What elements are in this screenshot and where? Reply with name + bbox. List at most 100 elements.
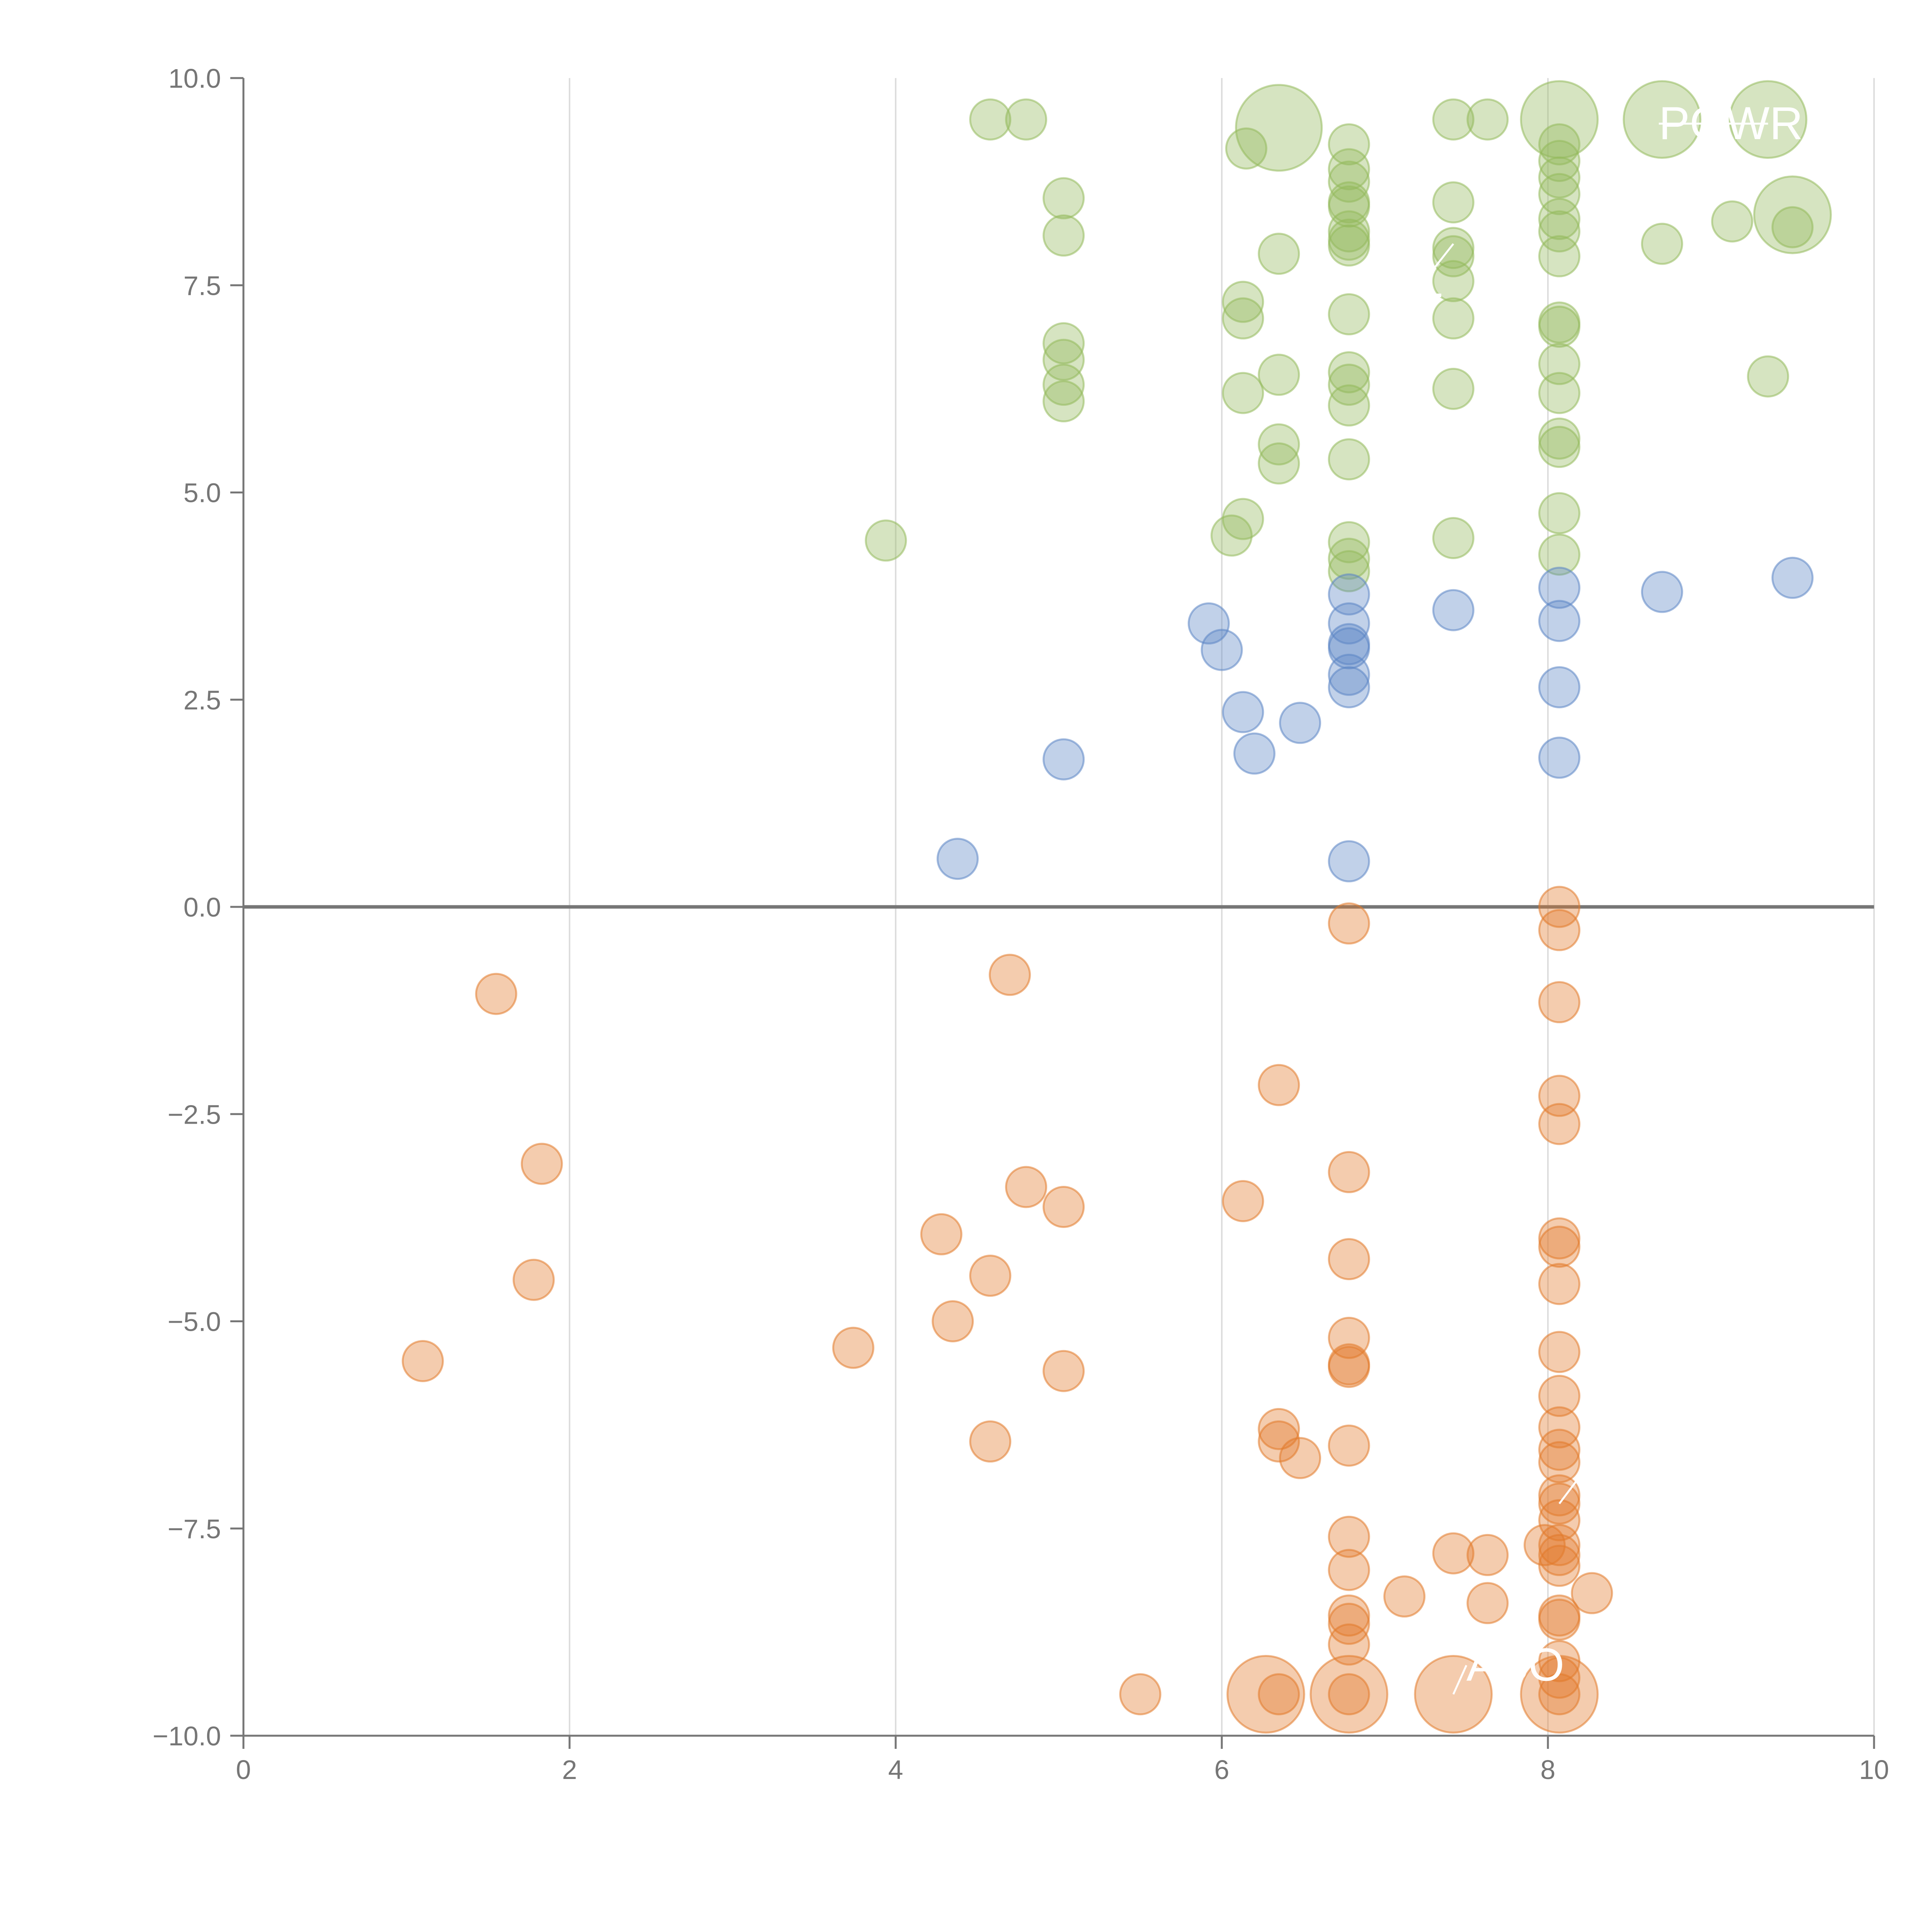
green-data-point (1432, 297, 1475, 340)
green-data-point (1328, 438, 1370, 481)
orange-data-point (1538, 1406, 1581, 1449)
green-data-point (1005, 98, 1048, 141)
green-data-point (1538, 343, 1581, 385)
orange-data-point (1258, 1673, 1300, 1716)
x-tick-label: 2 (562, 1755, 577, 1785)
orange-data-point (1258, 1408, 1300, 1450)
label-leader-line (1400, 243, 1454, 311)
orange-data-point (1432, 1532, 1475, 1575)
orange-data-point (1524, 1524, 1566, 1566)
orange-data-point (1571, 1572, 1613, 1614)
green-data-point (1258, 423, 1300, 466)
orange-data-point (969, 1255, 1012, 1297)
green-data-point (1043, 364, 1085, 406)
orange-data-point (1328, 1151, 1370, 1193)
green-data-point (1222, 372, 1264, 414)
green-data-point (1538, 210, 1581, 253)
orange-data-point (1279, 1437, 1321, 1479)
y-tick-label: 0.0 (184, 892, 221, 922)
green-data-point (1328, 537, 1370, 580)
green-data-point (1538, 173, 1581, 215)
green-data-point (1711, 200, 1753, 243)
orange-data-point (1222, 1180, 1264, 1222)
blue-data-point (1201, 629, 1243, 671)
orange-data-point (1258, 1064, 1300, 1106)
orange-data-point (1328, 1345, 1370, 1388)
orange-data-point (520, 1143, 563, 1185)
green-data-point (1432, 367, 1475, 410)
orange-data-point (1520, 1655, 1599, 1734)
green-data-point (1258, 233, 1300, 275)
x-tick-label: 6 (1214, 1755, 1230, 1785)
green-data-point (1328, 521, 1370, 563)
orange-data-point (512, 1259, 555, 1301)
green-data-point (1622, 80, 1702, 159)
green-data-point (1538, 123, 1581, 166)
y-tick-label: −5.0 (168, 1307, 221, 1337)
orange-data-point (932, 1300, 974, 1342)
orange-data-point (1538, 1656, 1581, 1699)
green-data-point (1432, 517, 1475, 559)
green-data-point (1328, 293, 1370, 335)
orange-data-point (988, 954, 1031, 996)
green-data-point (1328, 550, 1370, 592)
green-data-point (1538, 198, 1581, 240)
green-data-point (1538, 426, 1581, 468)
orange-data-point (1328, 902, 1370, 945)
y-tick-label: −10.0 (153, 1721, 221, 1751)
green-data-point (1432, 235, 1475, 277)
y-tick-label: 10.0 (168, 63, 221, 94)
orange-data-point (832, 1327, 874, 1369)
orange-data-point (1538, 1673, 1581, 1716)
green-data-point (1043, 214, 1085, 257)
green-data-point (1043, 338, 1085, 381)
axes: 0 2 4 6 8 10 10.0 7.5 5.0 2.5 0.0 −2.5 −5.0 −7.5 −10.0 (153, 63, 1889, 1785)
orange-data-point (1538, 1599, 1581, 1641)
green-data-point (1432, 181, 1475, 224)
green-data-point (1538, 140, 1581, 182)
green-data-point (1432, 98, 1475, 141)
orange-data-point (1466, 1582, 1509, 1624)
orange-data-point (401, 1340, 444, 1382)
y-tick-label: 7.5 (184, 270, 221, 301)
blue-data-point (1641, 571, 1683, 613)
x-tick-label: 10 (1859, 1755, 1889, 1785)
orange-data-point (1310, 1655, 1388, 1734)
point-label: A (1597, 1428, 1628, 1480)
orange-data-point (1328, 1549, 1370, 1591)
green-data-point (1747, 355, 1789, 398)
green-data-point (1728, 80, 1808, 159)
orange-data-point (1258, 1420, 1300, 1463)
green-data-point (1328, 148, 1370, 190)
orange-data-point (1328, 1424, 1370, 1467)
data-points (401, 80, 1832, 1734)
y-tick-label: 2.5 (184, 685, 221, 715)
label-leader-line (1558, 1453, 1598, 1504)
point-labels: POWR IT ASO A (1400, 97, 1803, 1695)
point-label: IT (1401, 284, 1442, 336)
y-tick-label: −2.5 (168, 1099, 221, 1129)
orange-data-point (1119, 1673, 1162, 1716)
orange-data-point (1538, 981, 1581, 1024)
green-data-point (1466, 98, 1509, 141)
green-data-point (1328, 384, 1370, 427)
orange-data-point (1328, 1515, 1370, 1558)
orange-data-point (1538, 1331, 1581, 1373)
orange-data-point (1538, 1441, 1581, 1483)
green-data-point (969, 98, 1012, 141)
x-tick-label: 4 (888, 1755, 903, 1785)
blue-data-point (1432, 589, 1475, 631)
blue-data-point (1328, 840, 1370, 883)
orange-data-point (1538, 1499, 1581, 1541)
green-data-point (1432, 260, 1475, 303)
y-tick-label: 5.0 (184, 478, 221, 508)
orange-data-point (1383, 1575, 1426, 1618)
blue-data-point (1538, 566, 1581, 609)
green-data-point (1258, 442, 1300, 485)
green-data-point (1538, 235, 1581, 277)
orange-data-point (1538, 1429, 1581, 1471)
blue-data-point (1328, 653, 1370, 696)
orange-data-point (1538, 1375, 1581, 1417)
green-data-point (1043, 380, 1085, 423)
orange-data-point (1328, 1623, 1370, 1666)
